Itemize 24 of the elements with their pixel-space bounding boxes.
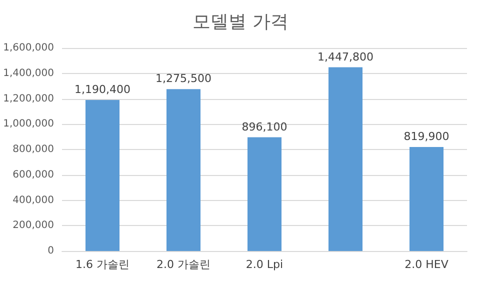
data-label: 896,100 [242, 120, 288, 134]
y-tick-label: 800,000 [12, 144, 54, 155]
y-tick-label: 200,000 [12, 220, 54, 232]
y-tick-label: 600,000 [12, 169, 54, 180]
bar [409, 146, 444, 251]
x-tick-label: 2.0 가솔린 [156, 258, 210, 271]
data-label: 1,275,500 [156, 72, 212, 86]
x-tick-label: 2.0 HEV [404, 258, 449, 271]
y-tick-label: 1,600,000 [3, 42, 54, 54]
y-tick-label: 400,000 [12, 194, 54, 206]
data-label: 1,447,800 [318, 50, 374, 64]
data-label: 819,900 [404, 130, 450, 143]
bar [85, 100, 120, 251]
bar [166, 89, 201, 251]
data-label: 1,190,400 [74, 82, 130, 96]
y-tick-label: 1,400,000 [3, 68, 54, 79]
y-tick-label: 1,200,000 [3, 93, 54, 104]
y-tick-label: 0 [48, 246, 54, 256]
y-tick-label: 1,000,000 [3, 118, 54, 130]
chart-title: 모델별 가격 [192, 12, 288, 32]
bar [247, 137, 282, 251]
x-tick-label: 2.0 Lpi [246, 258, 284, 271]
x-tick-label: 1.6 가솔린 [76, 258, 130, 271]
bar [328, 67, 363, 251]
